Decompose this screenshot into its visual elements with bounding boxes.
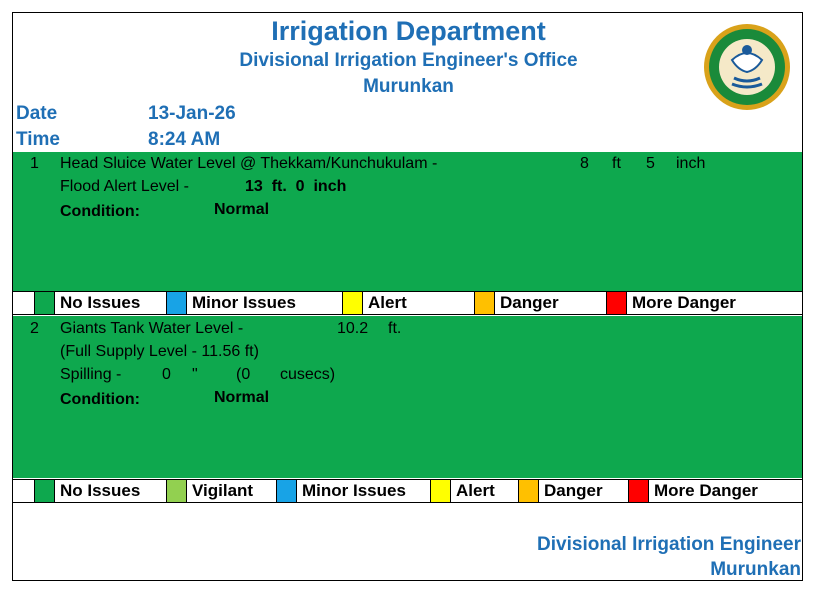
section1-level-inch: 5 <box>646 155 655 172</box>
time-value: 8:24 AM <box>148 129 221 150</box>
section1-condition-label: Condition: <box>60 203 140 220</box>
legend2-swatch-no-issues <box>34 480 55 502</box>
section1-ft-unit: ft <box>612 155 621 172</box>
legend1-swatch-minor-issues <box>166 292 187 314</box>
section2-spilling-label: Spilling - <box>60 366 122 383</box>
section2-spilling-value: 0 <box>162 366 171 383</box>
office-subtitle: Divisional Irrigation Engineer's Office <box>239 50 578 71</box>
section1-condition-value: Normal <box>214 201 270 218</box>
date-label: Date <box>16 103 58 124</box>
legend1-swatch-danger <box>474 292 495 314</box>
section2-condition-value: Normal <box>214 389 270 406</box>
legend2-row: No Issues Vigilant Minor Issues Alert Da… <box>13 479 802 503</box>
time-label: Time <box>16 129 61 150</box>
section1-flood-alert-value: 13 ft. 0 inch <box>245 178 347 195</box>
section2-status-band <box>13 316 802 478</box>
legend1-label-alert: Alert <box>368 293 407 312</box>
legend1-label-danger: Danger <box>500 293 559 312</box>
legend1-swatch-more-danger <box>606 292 627 314</box>
legend2-label-more-danger: More Danger <box>654 481 758 500</box>
legend2-swatch-alert <box>430 480 451 502</box>
legend2-swatch-more-danger <box>628 480 649 502</box>
department-title: Irrigation Department <box>271 16 546 46</box>
legend2-label-no-issues: No Issues <box>60 481 141 500</box>
section1-flood-alert-label: Flood Alert Level - <box>60 178 189 195</box>
section2-tank-level-label: Giants Tank Water Level - <box>60 320 244 337</box>
section2-level-value: 10.2 <box>337 320 369 337</box>
date-value: 13-Jan-26 <box>148 103 236 124</box>
section2-full-supply-level: (Full Supply Level - 11.56 ft) <box>60 343 259 360</box>
section1-status-band <box>13 152 802 291</box>
section1-index: 1 <box>30 155 39 172</box>
legend2-swatch-danger <box>518 480 539 502</box>
legend2-label-vigilant: Vigilant <box>192 481 254 500</box>
section2-cusecs-value: (0 <box>236 366 251 383</box>
legend2-swatch-minor-issues <box>276 480 297 502</box>
section2-cusecs-unit: cusecs) <box>280 366 336 383</box>
footer-signatory-title: Divisional Irrigation Engineer <box>537 534 801 555</box>
department-seal-logo <box>704 24 790 110</box>
legend2-label-alert: Alert <box>456 481 495 500</box>
section2-level-unit: ft. <box>388 320 402 337</box>
legend1-label-minor-issues: Minor Issues <box>192 293 296 312</box>
footer-signatory-location: Murunkan <box>710 559 801 580</box>
legend1-row: No Issues Minor Issues Alert Danger More… <box>13 291 802 315</box>
legend2-label-danger: Danger <box>544 481 603 500</box>
office-location: Murunkan <box>363 76 454 97</box>
legend2-swatch-vigilant <box>166 480 187 502</box>
legend1-swatch-no-issues <box>34 292 55 314</box>
section1-head-sluice-label: Head Sluice Water Level @ Thekkam/Kunchu… <box>60 155 438 172</box>
section1-inch-unit: inch <box>676 155 706 172</box>
legend1-label-no-issues: No Issues <box>60 293 141 312</box>
section2-spilling-unit: " <box>192 366 198 383</box>
legend1-swatch-alert <box>342 292 363 314</box>
section2-index: 2 <box>30 320 39 337</box>
legend1-label-more-danger: More Danger <box>632 293 736 312</box>
section1-level-ft: 8 <box>580 155 589 172</box>
section2-condition-label: Condition: <box>60 391 140 408</box>
legend2-label-minor-issues: Minor Issues <box>302 481 406 500</box>
